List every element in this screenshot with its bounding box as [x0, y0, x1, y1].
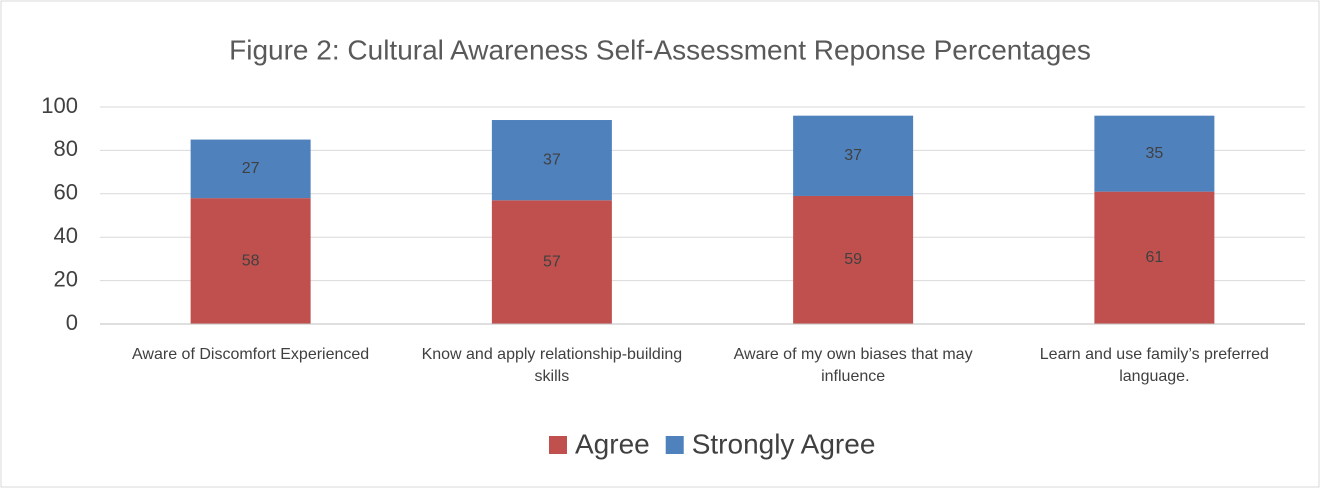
y-tick-label: 0: [66, 310, 78, 335]
x-tick-label: Know and apply relationship-building ski…: [421, 346, 683, 385]
data-label: 57: [543, 253, 561, 270]
data-label: 61: [1145, 249, 1163, 266]
bar-segment: [1094, 191, 1215, 324]
legend-label: Strongly Agree: [692, 428, 876, 459]
data-label: 58: [242, 252, 260, 269]
legend-label: Agree: [575, 428, 650, 459]
legend-swatch: [549, 436, 567, 454]
bar-segment: [491, 120, 612, 201]
bar-segment: [190, 198, 311, 324]
x-tick-label: Learn and use family’s preferred languag…: [1039, 346, 1269, 385]
bar-segment: [190, 139, 311, 199]
y-tick-label: 40: [54, 223, 78, 248]
x-tick-label: Aware of my own biases that may influenc…: [733, 346, 973, 385]
y-tick-label: 60: [54, 180, 78, 205]
chart-title: Figure 2: Cultural Awareness Self-Assess…: [229, 34, 1091, 65]
y-tick-label: 80: [54, 136, 78, 161]
bar-segment: [1094, 115, 1215, 192]
bar-segment: [793, 195, 914, 324]
y-tick-label: 20: [54, 266, 78, 291]
data-label: 27: [242, 160, 260, 177]
data-label: 37: [543, 151, 561, 168]
legend-swatch: [665, 436, 684, 454]
data-label: 59: [844, 251, 862, 268]
bar-segment: [491, 200, 612, 324]
data-label: 37: [844, 147, 862, 164]
y-tick-label: 100: [41, 93, 78, 118]
bar-segment: [793, 115, 914, 196]
data-label: 35: [1145, 145, 1163, 162]
x-tick-label: Aware of Discomfort Experienced: [132, 346, 370, 363]
